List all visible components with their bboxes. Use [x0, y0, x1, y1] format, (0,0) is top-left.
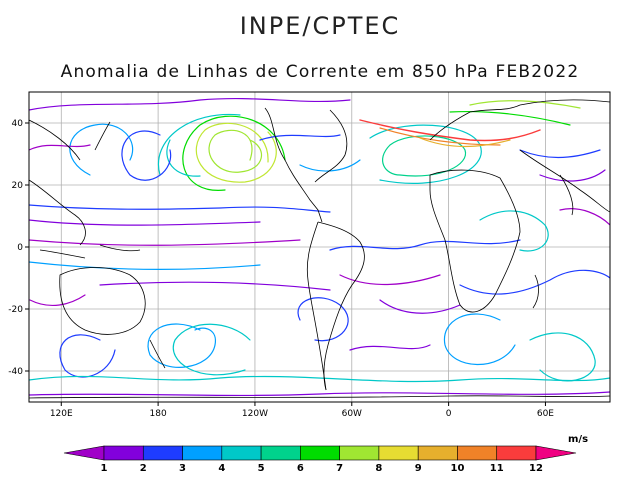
colorbar-label: 11	[490, 463, 504, 474]
x-tick-label: 60W	[342, 409, 362, 419]
colorbar-label: 4	[218, 463, 225, 474]
y-tick-label: -40	[8, 367, 23, 377]
x-tick-label: 60E	[537, 409, 554, 419]
x-tick-label: 180	[150, 409, 167, 419]
colorbar-cell	[378, 445, 419, 461]
colorbar-label: 7	[336, 463, 343, 474]
x-tick-label: 120W	[242, 409, 268, 419]
colorbar-label: 10	[450, 463, 464, 474]
x-tick-label: 120E	[50, 409, 73, 419]
y-tick-label: 20	[12, 181, 24, 191]
colorbar-low-triangle	[63, 445, 105, 461]
map-subtitle: Anomalia de Linhas de Corrente em 850 hP…	[60, 62, 580, 82]
x-tick-label: 0	[446, 409, 452, 419]
y-tick-label: -20	[8, 305, 23, 315]
colorbar-cell	[182, 445, 223, 461]
colorbar-label: 2	[140, 463, 147, 474]
colorbar-label: 8	[375, 463, 382, 474]
colorbar-cell	[339, 445, 380, 461]
colorbar-unit: m/s	[568, 434, 588, 445]
colorbar-label: 12	[529, 463, 543, 474]
colorbar-cell	[417, 445, 458, 461]
page-title: INPE/CPTEC	[239, 12, 401, 40]
colorbar-high-triangle	[535, 445, 577, 461]
y-tick-label: 40	[12, 119, 24, 129]
colorbar-cell	[300, 445, 340, 461]
y-axis: 40 20 0 -20 -40	[8, 119, 29, 377]
colorbar-label: 3	[179, 463, 186, 474]
colorbar-label: 5	[258, 463, 265, 474]
colorbar-label: 9	[415, 463, 422, 474]
y-tick-label: 0	[17, 243, 23, 253]
colorbar-cell	[457, 445, 498, 461]
colorbar: 1 2 3 4 5 6 7 8 9 10 11 12	[63, 445, 577, 474]
colorbar-cell	[260, 445, 301, 461]
streamlines	[29, 97, 610, 397]
coastlines	[29, 99, 610, 399]
colorbar-label: 6	[297, 463, 304, 474]
plot-area	[28, 91, 611, 403]
x-axis: 120E 180 120W 60W 0 60E	[50, 402, 554, 419]
colorbar-cell	[103, 445, 144, 461]
colorbar-cell	[221, 445, 262, 461]
colorbar-label: 1	[101, 463, 108, 474]
colorbar-cell	[496, 445, 537, 461]
colorbar-cell	[142, 445, 183, 461]
